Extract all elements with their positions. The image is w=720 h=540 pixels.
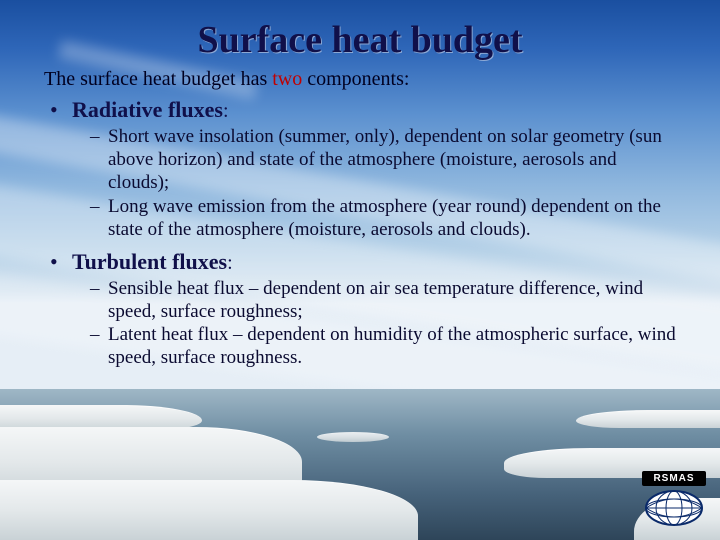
intro-highlight: two — [272, 68, 302, 90]
bullet-heading: Turbulent fluxes: — [72, 249, 233, 274]
intro-line: The surface heat budget has two componen… — [44, 68, 676, 91]
top-bullet-list: Radiative fluxes: Short wave insolation … — [44, 97, 676, 370]
heading-colon: : — [223, 100, 229, 122]
heading-colon: : — [227, 252, 233, 274]
ice-floe — [0, 480, 418, 540]
ice-floe — [317, 432, 389, 442]
logo-label: RSMAS — [642, 471, 706, 486]
sub-bullet-list: Sensible heat flux – dependent on air se… — [72, 277, 676, 370]
list-item: Long wave emission from the atmosphere (… — [90, 195, 676, 241]
list-item: Short wave insolation (summer, only), de… — [90, 125, 676, 195]
heading-text: Radiative fluxes — [72, 97, 223, 122]
intro-post: components: — [302, 68, 409, 90]
list-item: Latent heat flux – dependent on humidity… — [90, 323, 676, 369]
slide-title: Surface heat budget — [44, 18, 676, 62]
list-item: Turbulent fluxes: Sensible heat flux – d… — [50, 249, 676, 370]
rsmas-logo: RSMAS — [642, 471, 706, 528]
bullet-heading: Radiative fluxes: — [72, 97, 229, 122]
intro-pre: The surface heat budget has — [44, 68, 272, 90]
list-item: Radiative fluxes: Short wave insolation … — [50, 97, 676, 241]
heading-text: Turbulent fluxes — [72, 249, 227, 274]
list-item: Sensible heat flux – dependent on air se… — [90, 277, 676, 323]
slide-content: Surface heat budget The surface heat bud… — [0, 0, 720, 370]
sub-bullet-list: Short wave insolation (summer, only), de… — [72, 125, 676, 241]
ice-floe — [576, 410, 720, 428]
globe-icon — [642, 488, 706, 528]
